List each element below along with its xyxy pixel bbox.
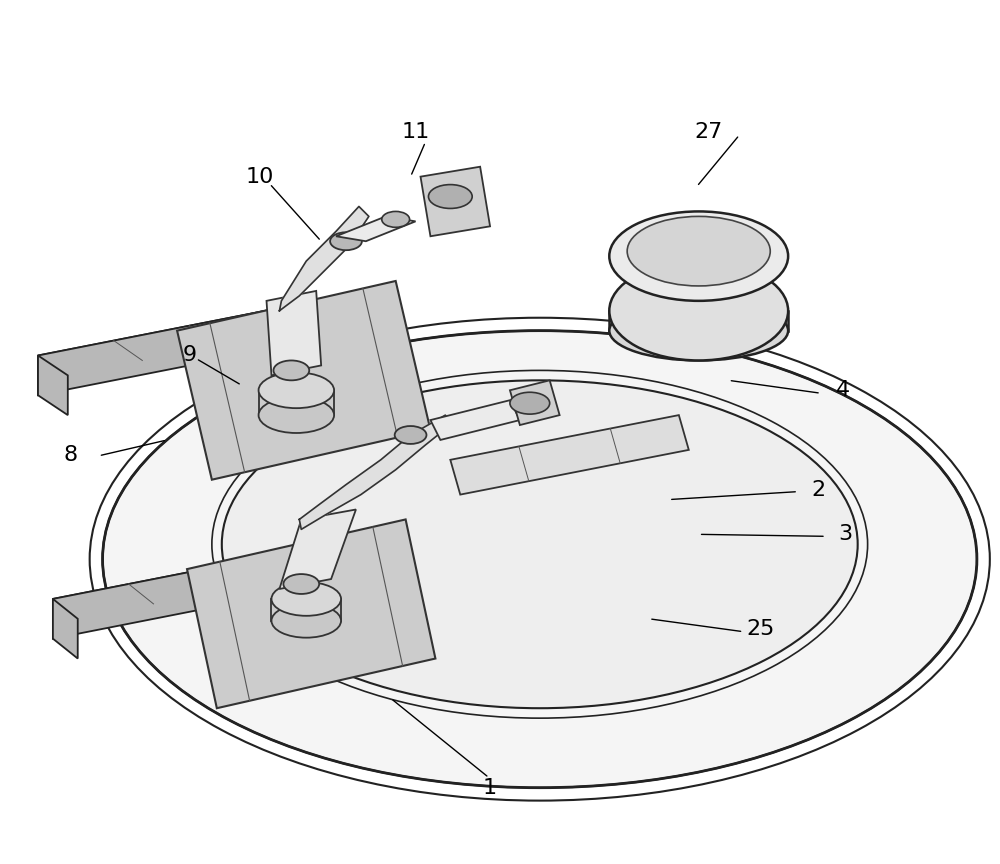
Ellipse shape [259, 372, 334, 408]
Polygon shape [187, 519, 435, 708]
Ellipse shape [259, 397, 334, 433]
Ellipse shape [103, 331, 977, 788]
Polygon shape [510, 380, 560, 425]
Polygon shape [336, 216, 416, 241]
Text: 27: 27 [695, 122, 723, 142]
Text: 8: 8 [64, 445, 78, 465]
Text: 25: 25 [746, 619, 775, 638]
Polygon shape [53, 599, 78, 658]
Polygon shape [53, 539, 381, 619]
Text: 2: 2 [811, 480, 825, 499]
Text: 11: 11 [401, 122, 430, 142]
Text: 9: 9 [183, 346, 197, 365]
Ellipse shape [222, 380, 858, 708]
Ellipse shape [609, 261, 788, 360]
Polygon shape [177, 281, 430, 480]
Text: 1: 1 [483, 778, 497, 797]
Ellipse shape [609, 212, 788, 301]
Ellipse shape [271, 582, 341, 616]
Polygon shape [267, 291, 321, 375]
Text: 10: 10 [245, 167, 274, 187]
Ellipse shape [428, 185, 472, 208]
Ellipse shape [627, 216, 770, 286]
Polygon shape [38, 355, 68, 415]
Polygon shape [279, 510, 356, 589]
Polygon shape [299, 415, 450, 530]
Polygon shape [38, 295, 366, 375]
Ellipse shape [330, 232, 362, 251]
Ellipse shape [271, 604, 341, 638]
Text: 4: 4 [836, 380, 850, 400]
Text: 3: 3 [839, 524, 853, 544]
Polygon shape [279, 206, 369, 311]
Ellipse shape [395, 426, 426, 444]
Polygon shape [421, 167, 490, 236]
Polygon shape [450, 415, 689, 494]
Ellipse shape [609, 301, 788, 360]
Ellipse shape [510, 392, 550, 414]
Polygon shape [430, 400, 520, 440]
Polygon shape [341, 295, 366, 355]
Ellipse shape [273, 360, 309, 380]
Polygon shape [356, 539, 381, 599]
Ellipse shape [283, 574, 319, 594]
Polygon shape [53, 539, 356, 638]
Ellipse shape [382, 212, 410, 227]
Polygon shape [38, 295, 341, 395]
